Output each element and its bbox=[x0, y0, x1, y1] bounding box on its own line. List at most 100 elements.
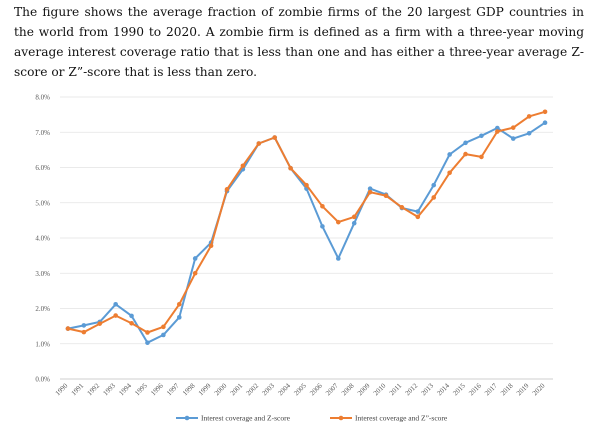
legend: Interest coverage and Z-score Interest co… bbox=[176, 414, 448, 423]
series-lines bbox=[65, 109, 548, 345]
x-tick-label: 2005 bbox=[292, 381, 308, 397]
x-tick-label: 1999 bbox=[197, 381, 213, 397]
data-point bbox=[176, 315, 182, 320]
data-point bbox=[447, 170, 452, 176]
data-point bbox=[510, 125, 516, 130]
data-point bbox=[81, 323, 87, 328]
legend-marker bbox=[338, 415, 344, 421]
data-point bbox=[399, 205, 405, 210]
data-point bbox=[272, 135, 277, 140]
x-tick-label: 2018 bbox=[499, 381, 515, 397]
x-tick-label: 2020 bbox=[531, 381, 547, 397]
data-point bbox=[113, 301, 118, 307]
y-tick-label: 3.0% bbox=[35, 270, 50, 278]
data-point bbox=[320, 224, 325, 229]
x-tick-label: 2008 bbox=[340, 381, 356, 397]
data-point bbox=[495, 129, 500, 134]
y-tick-label: 5.0% bbox=[35, 199, 50, 207]
data-point bbox=[192, 256, 198, 261]
x-tick-label: 2010 bbox=[372, 381, 388, 397]
y-tick-label: 7.0% bbox=[35, 129, 50, 137]
y-tick-label: 0.0% bbox=[35, 376, 50, 384]
data-point bbox=[129, 321, 134, 326]
x-tick-label: 2013 bbox=[420, 381, 436, 397]
legend-label: Interest coverage and Z”-score bbox=[355, 414, 448, 423]
y-tick-label: 8.0% bbox=[35, 94, 50, 102]
y-axis-ticks: 0.0% 1.0% 2.0% 3.0% 4.0% 5.0% 6.0% 7.0% 8.0% bbox=[35, 94, 50, 384]
data-point bbox=[431, 195, 437, 200]
data-point bbox=[256, 141, 262, 146]
x-tick-label: 2002 bbox=[245, 381, 261, 397]
data-point bbox=[336, 256, 341, 261]
data-point bbox=[161, 324, 166, 330]
data-point bbox=[526, 131, 532, 136]
data-point bbox=[224, 187, 230, 192]
data-point bbox=[113, 313, 118, 318]
data-point bbox=[192, 270, 198, 276]
data-point bbox=[415, 209, 421, 214]
figure-caption: The figure shows the average fraction of… bbox=[14, 5, 584, 79]
x-tick-label: 2004 bbox=[276, 381, 292, 397]
x-tick-label: 1997 bbox=[165, 381, 181, 397]
data-point bbox=[81, 329, 87, 335]
data-point bbox=[176, 301, 182, 307]
data-point bbox=[65, 326, 71, 331]
x-tick-label: 2019 bbox=[515, 381, 531, 397]
data-point bbox=[542, 120, 548, 126]
data-point bbox=[526, 114, 532, 119]
x-tick-label: 2016 bbox=[467, 381, 483, 397]
y-tick-label: 1.0% bbox=[35, 340, 50, 348]
x-tick-label: 1994 bbox=[117, 381, 133, 397]
data-point bbox=[383, 193, 389, 198]
legend-marker bbox=[184, 415, 190, 421]
data-point bbox=[97, 321, 103, 326]
x-tick-label: 2012 bbox=[404, 381, 420, 397]
x-tick-label: 1991 bbox=[70, 381, 86, 397]
data-point bbox=[304, 182, 309, 188]
x-tick-label: 2011 bbox=[388, 381, 404, 397]
x-tick-label: 1995 bbox=[133, 381, 149, 397]
x-tick-label: 2003 bbox=[261, 381, 277, 397]
data-point bbox=[351, 220, 357, 226]
data-point bbox=[208, 243, 214, 249]
y-tick-label: 4.0% bbox=[35, 235, 50, 243]
y-tick-label: 2.0% bbox=[35, 305, 50, 313]
data-point bbox=[367, 186, 373, 191]
data-point bbox=[495, 125, 500, 131]
data-point bbox=[542, 109, 548, 115]
x-tick-label: 2006 bbox=[308, 381, 324, 397]
x-axis-ticks: 1990 1991 1992 1993 1994 1995 1996 1997 1998 1999… bbox=[54, 381, 547, 397]
data-point bbox=[479, 133, 484, 139]
data-point bbox=[431, 182, 437, 188]
x-tick-label: 1992 bbox=[86, 381, 102, 397]
data-point bbox=[288, 165, 293, 171]
data-point bbox=[320, 203, 325, 209]
gridlines bbox=[60, 96, 553, 380]
data-point bbox=[336, 219, 341, 225]
data-point bbox=[351, 214, 357, 220]
data-point bbox=[479, 154, 484, 160]
data-point bbox=[367, 189, 373, 195]
x-tick-label: 2014 bbox=[435, 381, 451, 397]
x-tick-label: 2015 bbox=[451, 381, 467, 397]
x-tick-label: 2001 bbox=[229, 381, 245, 397]
y-tick-label: 6.0% bbox=[35, 164, 50, 172]
x-tick-label: 2000 bbox=[213, 381, 229, 397]
x-tick-label: 2007 bbox=[324, 381, 340, 397]
x-tick-label: 2009 bbox=[356, 381, 372, 397]
data-point bbox=[510, 136, 516, 141]
data-point bbox=[145, 330, 150, 335]
data-point bbox=[463, 151, 468, 157]
x-tick-label: 1996 bbox=[149, 381, 165, 397]
data-point bbox=[161, 332, 166, 338]
series-line-2 bbox=[67, 110, 546, 334]
data-point bbox=[447, 152, 452, 157]
x-tick-label: 1990 bbox=[54, 381, 70, 397]
data-point bbox=[129, 313, 134, 319]
data-point bbox=[145, 340, 150, 345]
x-tick-label: 1998 bbox=[181, 381, 197, 397]
data-point bbox=[415, 214, 421, 220]
legend-label: Interest coverage and Z-score bbox=[201, 414, 291, 423]
x-tick-label: 1993 bbox=[102, 381, 118, 397]
